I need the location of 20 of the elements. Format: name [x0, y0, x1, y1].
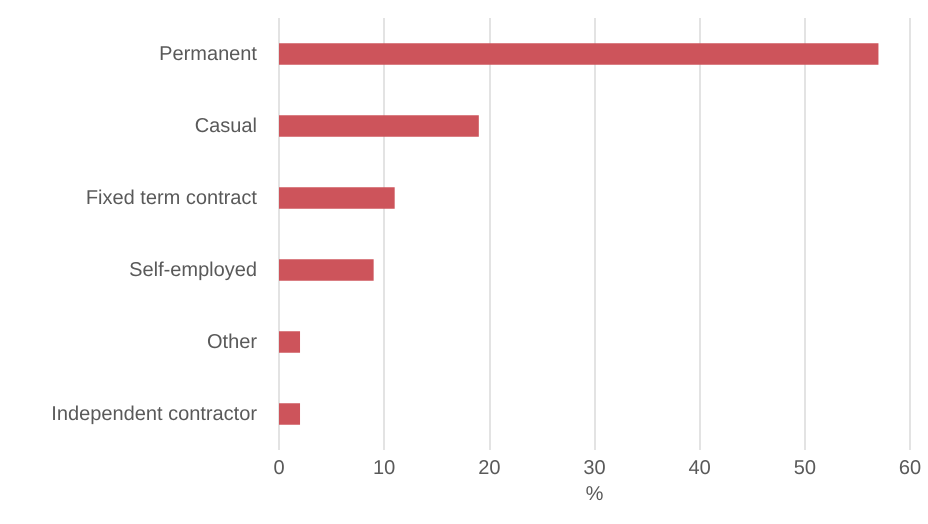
y-tick-label: Self-employed — [129, 259, 257, 281]
x-axis-title: % — [586, 483, 604, 505]
bar — [279, 187, 395, 209]
y-tick-label: Independent contractor — [51, 403, 258, 425]
bar — [279, 115, 479, 137]
y-tick-label: Casual — [194, 115, 257, 137]
bar — [279, 259, 374, 281]
x-tick-label: 0 — [273, 457, 285, 479]
x-tick-label: 20 — [478, 457, 500, 479]
bar — [279, 331, 300, 353]
x-tick-label: 50 — [794, 457, 816, 479]
y-tick-label: Permanent — [159, 43, 258, 65]
y-tick-label: Fixed term contract — [86, 187, 258, 209]
x-tick-label: 60 — [898, 457, 922, 479]
x-tick-label: 30 — [583, 457, 606, 479]
x-tick-label: 10 — [373, 457, 396, 479]
bar — [279, 43, 878, 65]
y-tick-label: Other — [206, 331, 258, 353]
bar — [279, 403, 300, 425]
x-tick-label: 40 — [688, 457, 711, 479]
